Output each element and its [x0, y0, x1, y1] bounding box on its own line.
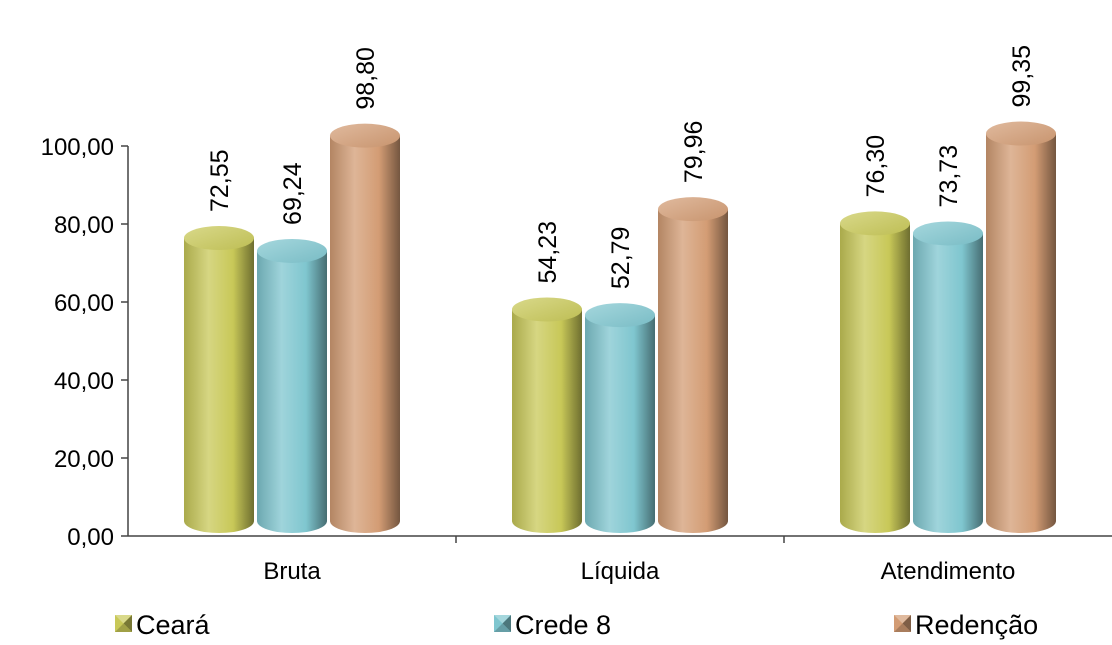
bar-body — [257, 250, 327, 534]
bar-body — [184, 238, 254, 533]
y-tick-label: 20,00 — [54, 446, 114, 473]
legend-label: Ceará — [136, 610, 211, 640]
legend-item: Redenção — [894, 610, 1038, 640]
y-tick-label: 60,00 — [54, 290, 114, 317]
bar-ceará — [512, 297, 582, 533]
bar-body — [585, 315, 655, 533]
y-tick-label: 40,00 — [54, 368, 114, 395]
bar-top — [512, 297, 582, 322]
bar-ceará — [840, 211, 910, 533]
bar-top — [840, 211, 910, 236]
bar-crede-8 — [585, 303, 655, 533]
data-label: 69,24 — [279, 162, 307, 225]
bar-crede-8 — [257, 238, 327, 534]
bar-crede-8 — [913, 221, 983, 533]
legend: Ceará Crede 8 Redenção — [115, 610, 1038, 640]
y-tick-label: 100,00 — [41, 134, 114, 161]
bar-body — [330, 135, 400, 533]
bar-top — [585, 303, 655, 328]
bar-body — [986, 133, 1056, 533]
data-label: 98,80 — [352, 47, 380, 110]
bar-redenção — [986, 121, 1056, 533]
bar-top — [184, 226, 254, 251]
legend-label: Redenção — [915, 610, 1038, 640]
legend-item: Crede 8 — [494, 610, 611, 640]
data-labels: 72,55 69,24 98,80 54,23 52,79 79,96 76,30 73,73… — [206, 45, 1036, 289]
bar-ceará — [184, 226, 254, 533]
bar-body — [840, 223, 910, 533]
legend-label: Crede 8 — [515, 610, 611, 640]
bar-redenção — [330, 123, 400, 533]
bar-body — [913, 233, 983, 533]
bars — [184, 121, 1056, 534]
x-tick-label: Atendimento — [881, 558, 1016, 585]
bar-body — [658, 209, 728, 533]
y-tick-label: 80,00 — [54, 212, 114, 239]
bar-top — [986, 121, 1056, 146]
data-label: 73,73 — [935, 145, 963, 208]
data-label: 79,96 — [680, 121, 708, 184]
bar-top — [330, 123, 400, 148]
bar-redenção — [658, 197, 728, 533]
x-tick-label: Líquida — [581, 558, 660, 585]
x-tick-label: Bruta — [263, 558, 321, 585]
bar-top — [257, 238, 327, 263]
data-label: 54,23 — [534, 221, 562, 284]
bar-body — [512, 309, 582, 533]
y-tick-label: 0,00 — [67, 524, 114, 551]
data-label: 72,55 — [206, 149, 234, 212]
legend-item: Ceará — [115, 610, 211, 640]
data-label: 52,79 — [607, 227, 635, 290]
bar-top — [913, 221, 983, 246]
axes: 0,00 20,00 40,00 60,00 80,00 100,00 Bruta Líqui… — [41, 134, 1112, 585]
bar-top — [658, 197, 728, 222]
data-label: 99,35 — [1008, 45, 1036, 108]
data-label: 76,30 — [862, 135, 890, 198]
